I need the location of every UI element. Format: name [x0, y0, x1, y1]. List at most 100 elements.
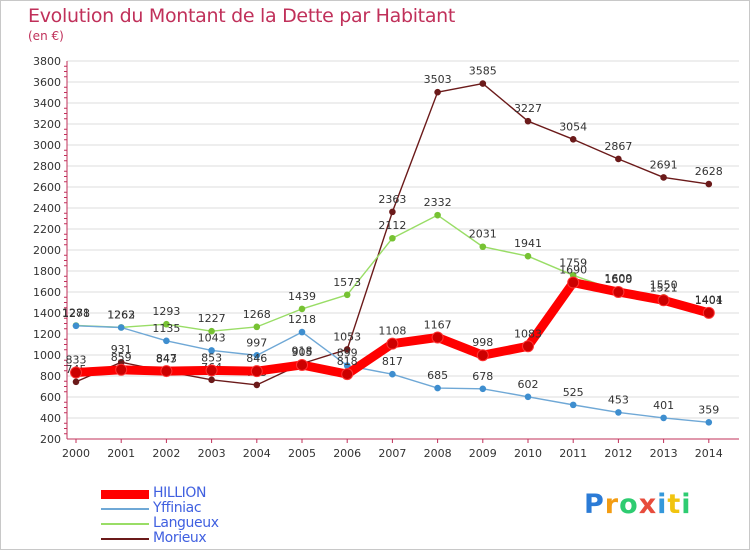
- data-label-yffiniac: 1043: [198, 331, 226, 344]
- data-point-langueux: [253, 323, 261, 331]
- data-label-hillion: 998: [472, 336, 493, 349]
- data-label-langueux: 1404: [695, 294, 723, 307]
- data-label-hillion: 1690: [559, 264, 587, 277]
- data-label-hillion: 1108: [378, 325, 406, 338]
- data-point-hillion: [386, 337, 399, 350]
- x-tick-label: 2001: [107, 447, 135, 460]
- data-label-langueux: 2031: [469, 228, 497, 241]
- data-point-morieux: [705, 180, 713, 188]
- data-point-hillion: [612, 286, 625, 298]
- data-point-yffiniac: [434, 384, 441, 392]
- y-tick-label: 1000: [33, 349, 61, 362]
- x-tick-label: 2011: [559, 447, 587, 460]
- x-tick-label: 2009: [469, 447, 497, 460]
- data-label-morieux: 2363: [378, 193, 406, 206]
- x-tick-label: 2004: [243, 447, 271, 460]
- data-label-yffiniac: 1135: [152, 322, 180, 335]
- data-label-langueux: 2332: [424, 196, 452, 209]
- y-tick-label: 2400: [33, 202, 61, 215]
- legend-label: HILLION: [153, 485, 207, 501]
- y-tick-label: 1800: [33, 265, 61, 278]
- data-point-hillion: [205, 364, 218, 377]
- data-point-morieux: [569, 136, 577, 143]
- data-label-langueux: 1268: [243, 308, 271, 321]
- data-label-hillion: 1167: [424, 318, 452, 331]
- data-point-langueux: [524, 252, 532, 260]
- data-point-yffiniac: [163, 337, 170, 345]
- data-point-yffiniac: [253, 352, 261, 359]
- data-label-langueux: 1439: [288, 290, 316, 303]
- data-point-langueux: [434, 211, 441, 219]
- y-tick-label: 200: [40, 433, 61, 446]
- data-label-hillion: 859: [111, 351, 132, 364]
- data-point-langueux: [479, 243, 487, 251]
- data-label-morieux: 3227: [514, 102, 542, 115]
- data-point-hillion: [341, 368, 354, 381]
- data-point-hillion: [160, 365, 173, 378]
- data-point-morieux: [660, 174, 667, 181]
- y-tick-label: 2600: [33, 181, 61, 194]
- data-label-morieux: 2691: [650, 158, 678, 171]
- legend-swatch: [101, 489, 149, 499]
- y-tick-label: 2800: [33, 160, 61, 173]
- y-tick-label: 3400: [33, 97, 61, 110]
- data-label-hillion: 1521: [650, 281, 678, 294]
- y-tick-label: 1600: [33, 286, 61, 299]
- y-tick-label: 2000: [33, 244, 61, 257]
- y-tick-label: 400: [40, 412, 61, 425]
- x-tick-label: 2013: [650, 447, 678, 460]
- data-point-morieux: [389, 208, 396, 216]
- data-label-langueux: 1550: [650, 278, 678, 291]
- data-label-langueux: 1227: [198, 312, 226, 325]
- data-point-yffiniac: [343, 362, 351, 369]
- data-label-yffiniac: 453: [608, 393, 629, 406]
- data-label-langueux: 1281: [62, 306, 90, 319]
- data-point-langueux: [208, 327, 215, 335]
- data-point-morieux: [208, 376, 215, 384]
- data-point-hillion: [296, 358, 308, 371]
- x-tick-label: 2003: [198, 447, 226, 460]
- data-point-yffiniac: [298, 328, 306, 336]
- logo-letter: t: [667, 489, 682, 520]
- data-label-langueux: 2112: [378, 219, 406, 232]
- data-label-yffiniac: 685: [427, 369, 448, 382]
- data-label-hillion: 1600: [604, 273, 632, 286]
- data-label-yffiniac: 1278: [62, 307, 90, 320]
- logo-letter: x: [638, 489, 658, 520]
- data-point-yffiniac: [660, 414, 667, 422]
- data-label-yffiniac: 359: [698, 403, 719, 416]
- data-label-langueux: 1293: [152, 305, 180, 318]
- data-label-morieux: 843: [156, 352, 177, 365]
- data-point-yffiniac: [705, 419, 713, 426]
- y-tick-label: 800: [40, 370, 61, 383]
- data-label-langueux: 1609: [604, 272, 632, 285]
- data-point-yffiniac: [569, 401, 577, 409]
- data-point-yffiniac: [208, 347, 215, 354]
- x-tick-label: 2006: [333, 447, 361, 460]
- legend-label: Yffiniac: [153, 500, 202, 516]
- y-tick-label: 2200: [33, 223, 61, 236]
- y-tick-label: 3600: [33, 76, 61, 89]
- data-point-yffiniac: [389, 370, 396, 378]
- chart-title: Evolution du Montant de la Dette par Hab…: [28, 5, 456, 27]
- logo-letter: i: [681, 489, 692, 520]
- data-label-langueux: 1759: [559, 256, 587, 269]
- data-label-morieux: 3585: [469, 65, 497, 78]
- x-tick-label: 2000: [62, 447, 90, 460]
- data-label-yffiniac: 678: [472, 370, 493, 383]
- y-tick-label: 600: [40, 391, 61, 404]
- legend-label: Morieux: [153, 530, 207, 546]
- y-tick-label: 1200: [33, 328, 61, 341]
- y-tick-label: 1400: [33, 307, 61, 320]
- data-label-yffiniac: 899: [337, 347, 358, 360]
- data-label-yffiniac: 997: [246, 336, 267, 349]
- data-point-morieux: [253, 381, 261, 389]
- data-label-yffiniac: 401: [653, 399, 674, 412]
- logo-letter: i: [657, 489, 668, 520]
- x-tick-label: 2014: [695, 447, 723, 460]
- x-tick-label: 2008: [424, 447, 452, 460]
- data-point-hillion: [702, 306, 715, 319]
- data-label-hillion: 833: [66, 354, 87, 367]
